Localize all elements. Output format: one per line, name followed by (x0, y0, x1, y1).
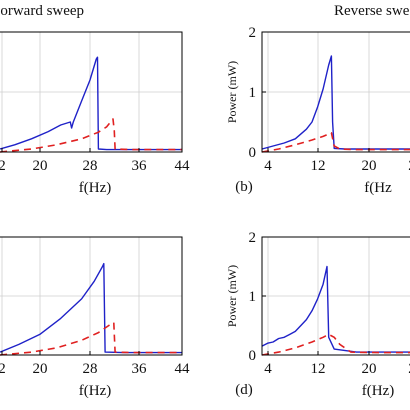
chart-panel-c: 2 20 28 36 44 f(Hz) (0, 236, 191, 399)
y-tick-label: 2 (249, 230, 257, 246)
chart-panel-b: 412202012Power (mW)f(Hz(b) (225, 25, 410, 196)
chart-panel-d: 412202012Power (mW)f(Hz)(d) (225, 230, 410, 399)
x-tick-label: 36 (132, 158, 148, 174)
x-tick-label: 36 (132, 361, 148, 377)
y-tick-label: 1 (249, 289, 257, 305)
y-tick-label: 0 (249, 145, 257, 161)
series-line-dashed-b (261, 132, 410, 153)
series-line-solid-a (0, 56, 182, 151)
x-tick-label: 20 (362, 361, 377, 377)
x-tick-label: 2 (0, 361, 6, 377)
header-forward-sweep: Forward sweep (0, 3, 84, 19)
x-axis-label: f(Hz) (79, 383, 111, 399)
y-axis-label: Power (mW) (225, 61, 239, 123)
series-line-dashed-d (261, 333, 410, 356)
x-tick-label: 20 (33, 361, 48, 377)
y-tick-label: 1 (249, 85, 257, 101)
x-tick-label: 2 (0, 158, 6, 174)
series-line-solid-c (0, 262, 182, 354)
y-tick-label: 0 (249, 348, 257, 364)
x-axis-label: f(Hz (364, 180, 392, 196)
series-line-solid-d (261, 265, 410, 353)
x-tick-label: 28 (83, 158, 98, 174)
chart-panel-a: 2 20 28 36 44 f(Hz) (0, 31, 191, 196)
header-reverse-sweep: Reverse sweep (334, 3, 410, 19)
x-tick-label: 20 (362, 158, 377, 174)
x-tick-label: 20 (33, 158, 48, 174)
x-tick-label: 2 (408, 158, 410, 174)
series-line-solid-b (261, 55, 410, 150)
x-tick-label: 2 (408, 361, 410, 377)
x-tick-label: 12 (311, 361, 326, 377)
x-tick-label: 4 (264, 361, 272, 377)
series-line-dashed-c (0, 321, 182, 356)
x-tick-label: 28 (83, 361, 98, 377)
x-axis-label: f(Hz) (362, 383, 394, 399)
series-line-dashed-a (0, 118, 182, 153)
y-tick-label: 2 (249, 25, 257, 41)
panel-label: (d) (235, 382, 253, 398)
y-axis-label: Power (mW) (225, 265, 239, 327)
x-tick-label: 4 (264, 158, 272, 174)
panel-label: (b) (235, 179, 253, 195)
x-axis-label: f(Hz) (79, 180, 111, 196)
x-tick-label: 44 (175, 158, 191, 174)
x-tick-label: 12 (311, 158, 326, 174)
x-tick-label: 44 (175, 361, 191, 377)
